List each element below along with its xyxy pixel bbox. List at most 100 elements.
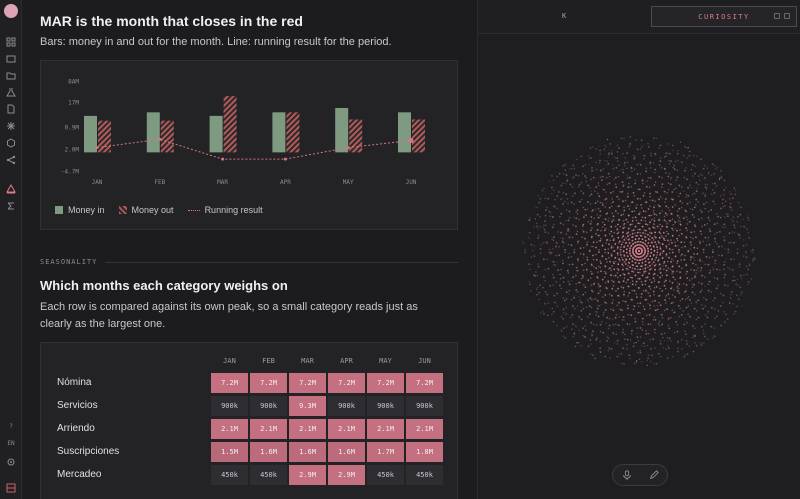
heatmap-cell[interactable]: 900k [328,396,365,416]
bar-money-in[interactable] [146,112,160,153]
heatmap-cell[interactable]: 900k [367,396,404,416]
k-label: K [562,12,567,20]
bar-money-in[interactable] [272,112,286,153]
running-result-point[interactable] [408,137,414,143]
grid-icon[interactable] [5,36,17,48]
avatar[interactable] [4,4,18,18]
right-panel: K CURIOSITY [477,0,800,499]
heatmap-cell[interactable]: 1.8M [406,442,443,462]
heatmap-cell[interactable]: 2.9M [289,465,326,485]
particle-field [522,136,756,367]
heatmap-column-header: JAN [223,357,236,365]
panel-toggle-icon[interactable] [5,482,17,494]
share-icon[interactable] [5,154,17,166]
heatmap-cell[interactable]: 7.2M [250,373,287,393]
heatmap-cell[interactable]: 7.2M [367,373,404,393]
legend-money-out[interactable]: Money out [118,205,174,215]
running-result-point[interactable] [283,157,287,161]
analytics-icon[interactable] [5,183,17,195]
heatmap-cell[interactable]: 7.2M [289,373,326,393]
heatmap-cell[interactable]: 900k [406,396,443,416]
heatmap-cell[interactable]: 450k [211,465,248,485]
heatmap-cell[interactable]: 2.9M [328,465,365,485]
running-result-point[interactable] [95,146,99,150]
particle-sphere[interactable] [518,130,760,372]
main-content: MAR is the month that closes in the red … [22,0,477,499]
flask-icon[interactable] [5,86,17,98]
heatmap-cell[interactable]: 1.6M [250,442,287,462]
heatmap-cell[interactable]: 1.5M [211,442,248,462]
bar-money-out[interactable] [412,119,425,153]
running-result-point[interactable] [158,137,162,141]
bar-money-in[interactable] [335,107,349,153]
mode-selector[interactable]: CURIOSITY [651,6,797,27]
y-tick-label: 2.0M [65,147,80,154]
bar-money-out[interactable] [286,112,300,153]
x-tick-label: FEB [154,179,165,186]
folder-icon[interactable] [5,69,17,81]
bar-money-out[interactable] [223,96,237,153]
legend-money-in[interactable]: Money in [55,205,105,215]
heatmap-row-label: Servicios [57,400,98,411]
cashflow-chart-card: 8AM 17M 0.9M 2.0M -4.7M JAN FEB MAR APR MAY JUN Mo… [40,60,458,230]
hexagon-icon[interactable] [5,137,17,149]
cashflow-chart: 8AM 17M 0.9M 2.0M -4.7M JAN FEB MAR APR MAY JUN [61,79,425,186]
heatmap-cell[interactable]: 1.6M [289,442,326,462]
x-tick-label: JAN [92,179,103,186]
heatmap-cell[interactable]: 450k [406,465,443,485]
heatmap-row-label: Nómina [57,377,92,388]
chart-legend: Money in Money out Running result [55,205,263,215]
heatmap-cell[interactable]: 1.7M [367,442,404,462]
running-result-point[interactable] [346,146,350,150]
seasonality-heatmap: JAN FEB MAR APR MAY JUN Nómina 7.2M 7.2M 7.2M 7.2M… [40,342,458,499]
bar-money-in[interactable] [209,115,223,153]
bar-money-out[interactable] [160,120,174,153]
heatmap-cell[interactable]: 450k [250,465,287,485]
chart-subtitle: Bars: money in and out for the month. Li… [40,36,392,48]
heatmap-cell[interactable]: 900k [211,396,248,416]
running-result-swatch [187,209,200,211]
heatmap-cell[interactable]: 450k [367,465,404,485]
voice-controls [612,464,668,486]
document-icon[interactable] [5,103,17,115]
legend-money-in-label: Money in [68,205,105,215]
sigma-icon[interactable] [5,200,17,212]
heatmap-cell[interactable]: 2.1M [211,419,248,439]
bar-money-in[interactable] [84,115,97,153]
pencil-icon[interactable] [648,469,660,481]
running-result-line [96,138,412,160]
divider-line [105,261,458,263]
legend-running-result[interactable]: Running result [187,205,263,215]
heatmap-cell[interactable]: 2.1M [289,419,326,439]
heatmap-title: Which months each category weighs on [40,278,288,293]
close-icon[interactable] [784,13,790,19]
left-rail: ? EN [0,0,22,499]
heatmap-cell[interactable]: 7.2M [211,373,248,393]
sparkle-icon[interactable] [5,120,17,132]
heatmap-subtitle: Each row is compared against its own pea… [40,301,418,330]
heatmap-cell[interactable]: 900k [250,396,287,416]
refresh-icon[interactable] [774,13,780,19]
bar-money-in[interactable] [398,112,411,153]
y-tick-label: 17M [68,100,79,107]
section-divider: SEASONALITY [40,257,458,267]
y-tick-label: 0.9M [65,125,80,132]
microphone-icon[interactable] [621,469,633,481]
settings-icon[interactable] [5,456,17,468]
heatmap-cell[interactable]: 7.2M [406,373,443,393]
heatmap-cell[interactable]: 9.3M [289,396,326,416]
help-icon[interactable]: ? [9,423,13,430]
heatmap-cell[interactable]: 2.1M [367,419,404,439]
inbox-icon[interactable] [5,53,17,65]
heatmap-cell[interactable]: 1.6M [328,442,365,462]
heatmap-cell[interactable]: 7.2M [328,373,365,393]
heatmap-cell[interactable]: 2.1M [250,419,287,439]
bar-money-out[interactable] [98,120,111,153]
heatmap-cell[interactable]: 2.1M [406,419,443,439]
language-toggle[interactable]: EN [7,440,15,447]
running-result-point[interactable] [221,157,225,161]
x-tick-label: MAR [217,179,228,186]
legend-money-out-label: Money out [131,205,174,215]
heatmap-cell[interactable]: 2.1M [328,419,365,439]
bar-money-out[interactable] [349,119,363,153]
